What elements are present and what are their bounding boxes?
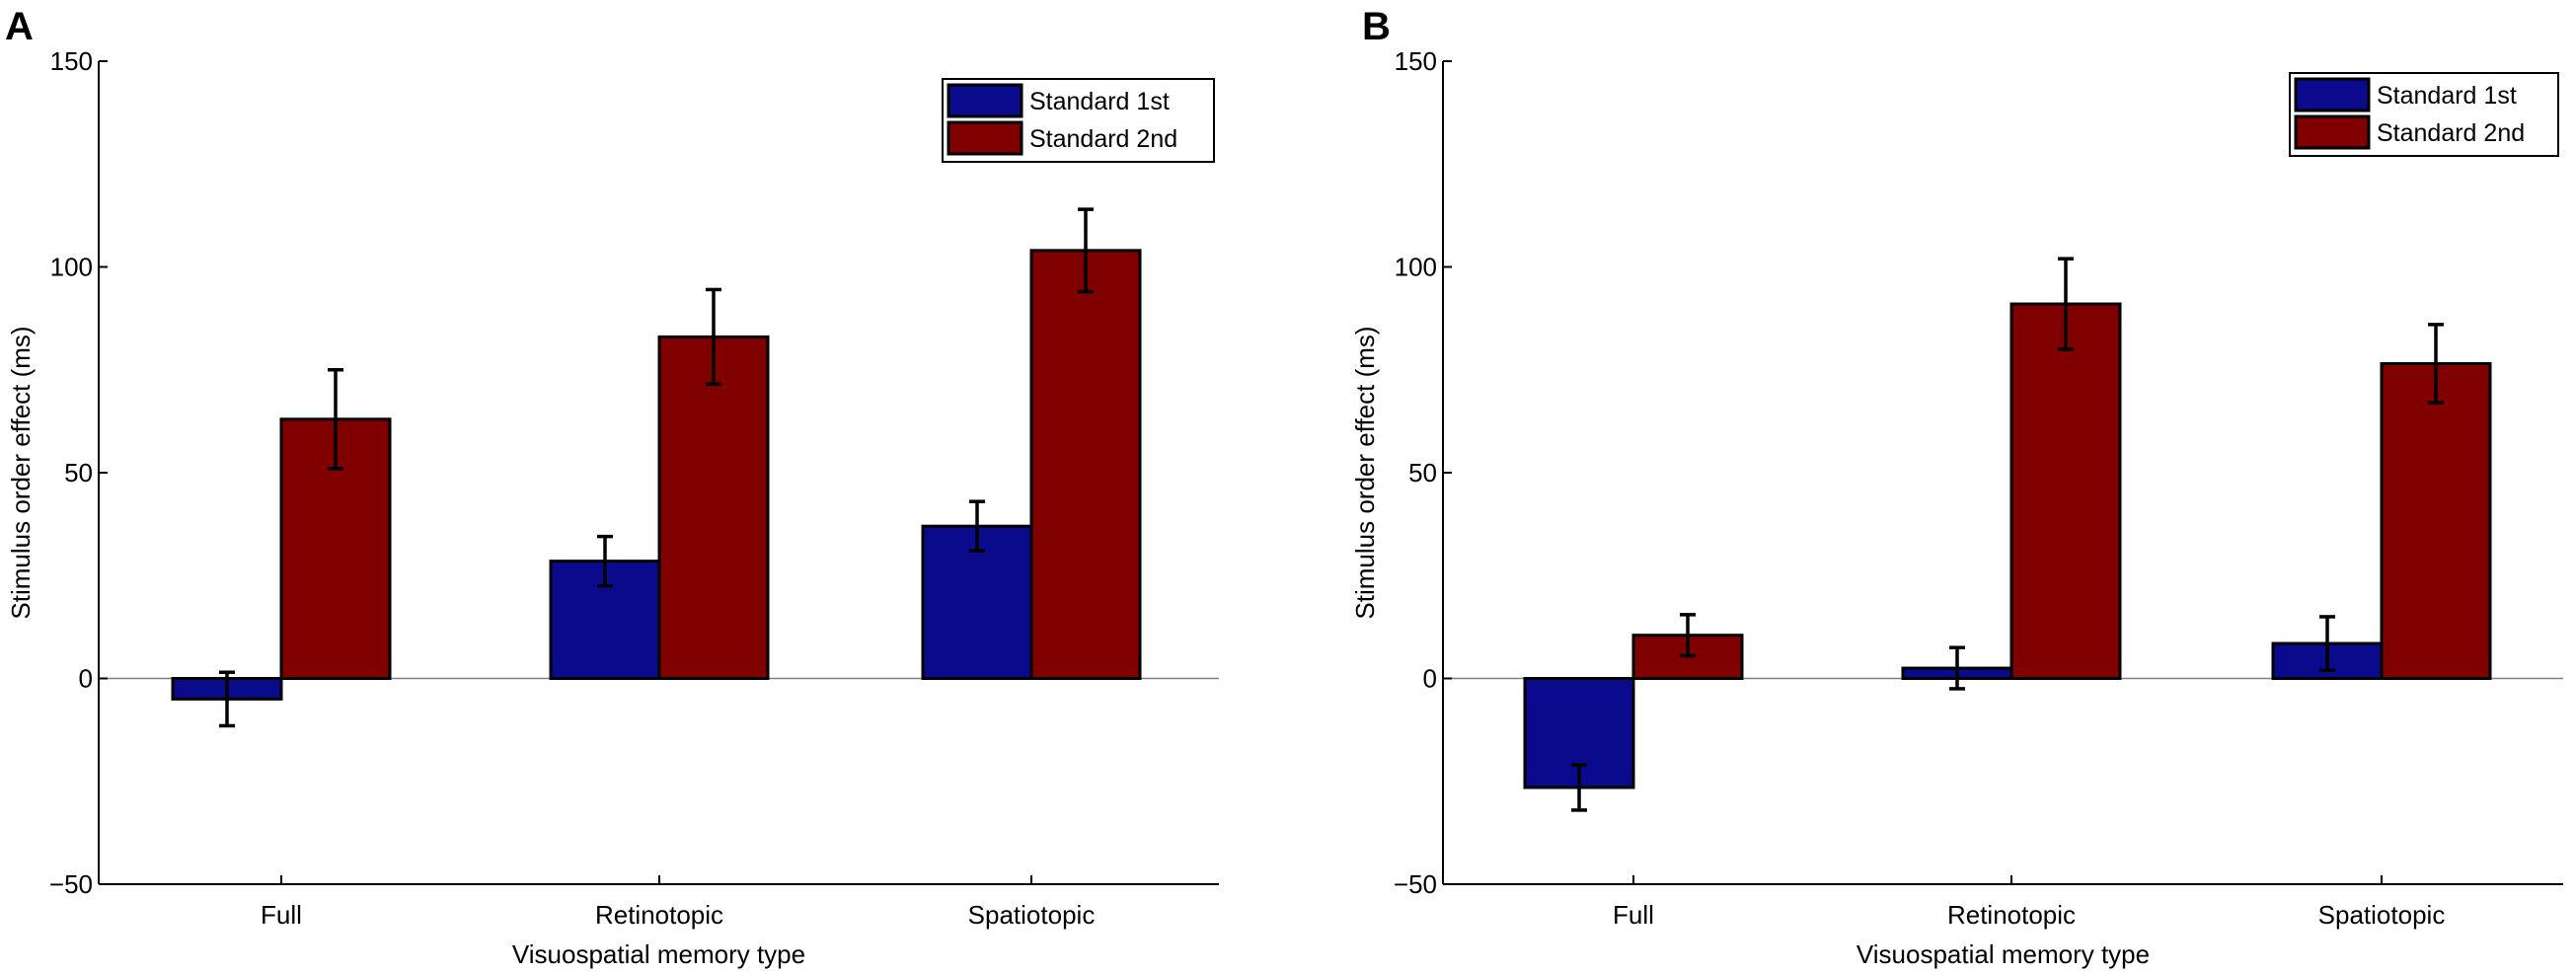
legend-label: Standard 1st (2377, 82, 2517, 110)
legend-label: Standard 2nd (2377, 119, 2525, 147)
y-tick-label: 50 (64, 458, 93, 487)
bar-standard-2nd-retinotopic (657, 335, 770, 680)
error-bar (2319, 615, 2335, 672)
x-tick-label: Retinotopic (595, 900, 723, 930)
y-tick-label: −50 (49, 869, 93, 899)
legend-swatch-standard-1st (947, 83, 1023, 118)
bar-standard-2nd-retinotopic (2009, 302, 2122, 680)
error-bar (2428, 323, 2444, 405)
error-bar (328, 368, 343, 471)
x-tick-label: Spatiotopic (2318, 900, 2446, 930)
x-axis-label: Visuospatial memory type (1856, 939, 2150, 969)
panel-b-chart: B −50 0 50 100 150 Full Retinotopic Spatiotopic… (1350, 5, 2563, 969)
legend-swatch-standard-2nd (947, 120, 1023, 156)
error-bar (2058, 257, 2074, 351)
x-tick-label: Spatiotopic (968, 900, 1096, 930)
error-bar (1680, 613, 1696, 658)
y-tick-label: 0 (1423, 664, 1437, 694)
bar-standard-2nd-spatiotopic (1029, 249, 1142, 680)
x-tick-label: Retinotopic (1947, 900, 2076, 930)
legend-swatch-standard-1st (2294, 77, 2371, 112)
error-bar (1571, 763, 1587, 812)
legend: Standard 1st Standard 2nd (942, 78, 1215, 163)
y-tick-label: 50 (1408, 458, 1437, 487)
y-tick-label: 150 (50, 46, 93, 76)
y-axis-label: Stimulus order effect (ms) (1350, 326, 1380, 619)
legend-label: Standard 1st (1029, 88, 1170, 115)
bar-standard-2nd-spatiotopic (2380, 361, 2492, 680)
error-bar (1078, 207, 1094, 294)
x-axis-label: Visuospatial memory type (512, 939, 805, 969)
x-tick-label: Full (1613, 900, 1654, 930)
error-bar (969, 499, 985, 553)
panel-a-letter: A (5, 5, 34, 48)
error-bar (219, 670, 235, 728)
y-tick-label: 100 (1395, 253, 1437, 282)
y-tick-label: 0 (79, 664, 93, 694)
y-axis-label: Stimulus order effect (ms) (6, 326, 36, 619)
y-tick-label: 150 (1395, 46, 1437, 76)
y-tick-label: 100 (50, 253, 93, 282)
x-tick-label: Full (261, 900, 302, 930)
error-bar (706, 287, 721, 387)
y-tick-label: −50 (1394, 869, 1437, 899)
error-bar (597, 534, 613, 588)
panel-b-letter: B (1362, 5, 1391, 48)
panel-a-chart: A −50 0 50 100 150 Full Retinotopic Spatiotopic… (5, 5, 1219, 969)
legend: Standard 1st Standard 2nd (2289, 72, 2559, 157)
legend-label: Standard 2nd (1029, 125, 1177, 153)
legend-swatch-standard-2nd (2294, 114, 2371, 150)
error-bar (1949, 645, 1965, 691)
